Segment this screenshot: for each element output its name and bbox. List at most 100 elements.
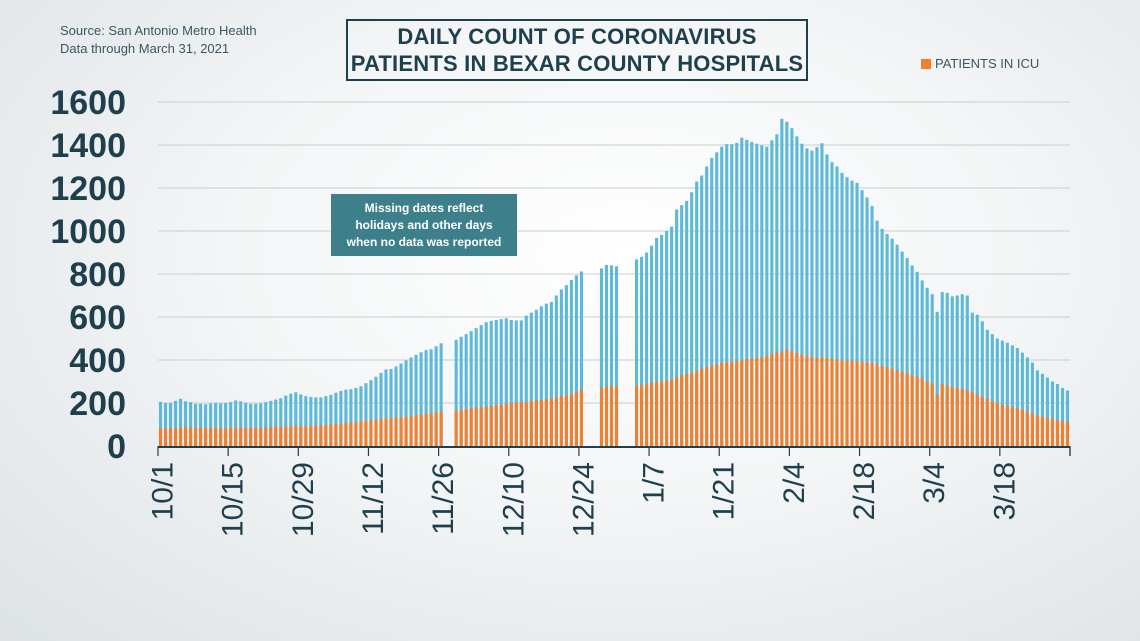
bar-icu <box>775 352 779 446</box>
bar-total <box>394 366 398 446</box>
bar-total <box>765 146 769 446</box>
bar-icu <box>479 407 483 446</box>
bar-total <box>289 393 293 446</box>
bar-total <box>950 296 954 446</box>
bar-total <box>1065 390 1070 446</box>
bar-icu <box>429 413 433 446</box>
bar-total <box>780 118 784 447</box>
y-tick-label: 0 <box>107 428 126 466</box>
bar-total <box>364 383 368 446</box>
bar-total <box>655 237 659 446</box>
legend-label-icu: PATIENTS IN ICU <box>935 56 1040 71</box>
bar-total <box>1060 387 1065 446</box>
bar-icu <box>780 351 784 446</box>
bar-icu <box>740 360 744 446</box>
bar-total <box>830 162 834 446</box>
bar-total <box>579 271 583 446</box>
bar-total <box>1055 384 1060 446</box>
bar-total <box>860 190 864 446</box>
bar-total <box>499 319 503 446</box>
bar-total <box>675 209 679 446</box>
bar-total <box>294 392 298 446</box>
bar-icu <box>965 390 969 446</box>
bar-total <box>234 400 238 446</box>
bar-icu <box>660 381 664 446</box>
bar-icu <box>254 427 258 446</box>
bar-total <box>549 301 553 446</box>
bar-icu <box>755 357 759 446</box>
x-tick-label: 11/12 <box>357 462 390 535</box>
bar-total <box>599 268 604 446</box>
bar-icu <box>990 401 994 446</box>
bar-icu <box>900 372 904 446</box>
bar-total <box>920 280 924 446</box>
bar-total <box>474 328 478 446</box>
bar-icu <box>800 354 804 446</box>
bar-total <box>209 403 213 446</box>
bar-total <box>685 200 689 446</box>
bar-total <box>554 295 558 446</box>
bar-icu <box>670 379 674 446</box>
bar-total <box>158 401 163 446</box>
bar-total <box>374 376 378 446</box>
bar-icu <box>815 357 819 446</box>
bar-icu <box>940 384 944 446</box>
bar-icu <box>364 420 368 446</box>
bar-total <box>239 401 243 446</box>
bar-icu <box>905 373 909 446</box>
data-through-line: Data through March 31, 2021 <box>60 41 230 56</box>
bar-total <box>1025 357 1029 446</box>
bar-total <box>975 314 979 446</box>
bar-icu <box>985 398 989 446</box>
bar-total <box>820 143 824 446</box>
bar-total <box>1040 373 1044 446</box>
bar-total <box>945 292 949 446</box>
bar-total <box>424 350 428 446</box>
x-tick-label: 1/7 <box>638 462 671 504</box>
bar-icu <box>219 428 223 446</box>
x-tick-label: 10/29 <box>287 462 320 537</box>
bar-icu <box>539 399 543 446</box>
bar-total <box>339 390 343 446</box>
chart-title: DAILY COUNT OF CORONAVIRUS PATIENTS IN B… <box>346 19 808 81</box>
bar-icu <box>930 383 934 446</box>
bar-icu <box>910 375 914 446</box>
bar-icu <box>925 381 929 446</box>
bar-icu <box>173 427 178 446</box>
bar-icu <box>710 365 714 446</box>
bar-icu <box>284 426 288 446</box>
bar-total <box>529 312 533 446</box>
bar-icu <box>725 362 729 446</box>
bar-icu <box>835 359 839 446</box>
bar-total <box>680 205 684 446</box>
bar-total <box>609 265 614 446</box>
bar-icu <box>379 418 383 446</box>
bar-icu <box>189 427 193 446</box>
bar-total <box>574 275 578 446</box>
bar-icu <box>324 424 328 446</box>
bar-icu <box>574 391 578 446</box>
bar-total <box>214 403 218 446</box>
bar-icu <box>279 426 283 446</box>
bar-total <box>755 143 759 446</box>
bar-total <box>660 234 664 446</box>
y-tick-label: 200 <box>69 385 126 423</box>
bar-total <box>524 315 528 446</box>
bar-total <box>745 139 749 446</box>
bar-total <box>810 150 814 446</box>
bar-total <box>995 338 999 446</box>
bar-total <box>880 228 884 446</box>
bar-icu <box>655 381 659 446</box>
y-tick-label: 800 <box>69 256 126 294</box>
bar-total <box>890 238 894 446</box>
bar-total <box>825 154 829 446</box>
gridlines <box>158 101 1070 404</box>
bar-total <box>173 400 178 446</box>
source-note: Source: San Antonio Metro Health Data th… <box>60 22 257 58</box>
bar-icu <box>434 412 438 446</box>
bar-icu <box>1000 404 1004 446</box>
bar-icu <box>389 418 393 446</box>
bar-total <box>494 320 498 446</box>
x-tick-label: 12/10 <box>497 462 530 537</box>
bar-total <box>168 403 173 446</box>
